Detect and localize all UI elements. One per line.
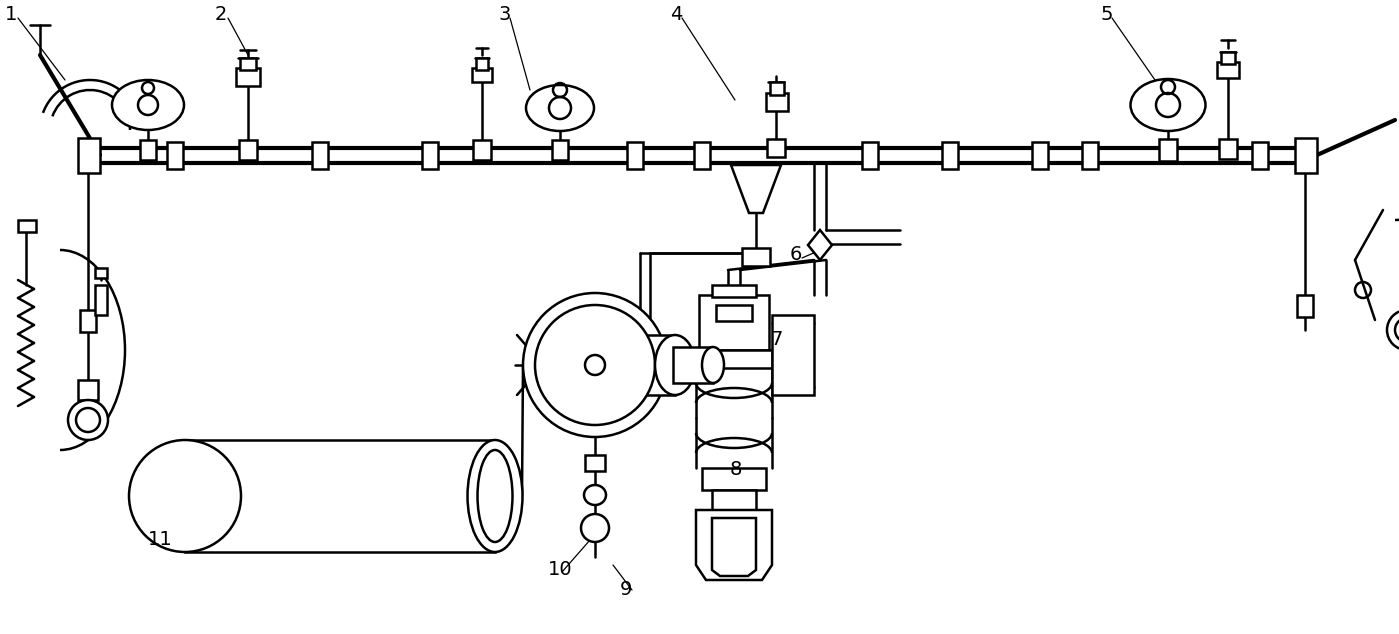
Bar	[694, 142, 711, 169]
Bar	[239, 140, 257, 160]
Bar	[140, 140, 157, 160]
Bar	[862, 142, 879, 169]
Bar	[942, 142, 958, 169]
Polygon shape	[809, 230, 832, 260]
Bar	[1252, 142, 1267, 169]
Bar	[627, 142, 644, 169]
Bar	[1295, 138, 1316, 173]
Bar	[741, 248, 769, 266]
Bar	[772, 315, 814, 395]
Circle shape	[534, 305, 655, 425]
Bar	[78, 138, 99, 173]
Bar	[767, 139, 785, 157]
Bar	[80, 310, 97, 332]
Bar	[1158, 139, 1177, 161]
Polygon shape	[712, 518, 755, 576]
Bar	[1217, 62, 1240, 78]
Bar	[422, 142, 438, 169]
Text: 2: 2	[215, 5, 228, 24]
Bar	[18, 220, 36, 232]
Text: 3: 3	[498, 5, 511, 24]
Bar	[78, 380, 98, 400]
Ellipse shape	[702, 347, 725, 383]
Bar	[473, 140, 491, 160]
Text: 9: 9	[620, 580, 632, 599]
Bar	[767, 93, 788, 111]
Polygon shape	[732, 165, 781, 213]
Bar	[712, 285, 755, 297]
Bar	[702, 468, 767, 490]
Bar	[185, 440, 495, 552]
Circle shape	[581, 514, 609, 542]
Bar	[716, 305, 753, 321]
Text: 4: 4	[670, 5, 683, 24]
Bar	[695, 350, 772, 368]
Text: 10: 10	[548, 560, 572, 579]
Ellipse shape	[129, 440, 241, 552]
Bar	[553, 140, 568, 160]
Circle shape	[1386, 310, 1399, 350]
Circle shape	[69, 400, 108, 440]
Bar	[712, 490, 755, 510]
Ellipse shape	[526, 85, 595, 131]
Bar	[166, 142, 183, 169]
Text: 7: 7	[769, 330, 782, 349]
Ellipse shape	[583, 485, 606, 505]
Bar	[595, 335, 674, 395]
Ellipse shape	[467, 440, 522, 552]
Bar	[1297, 295, 1314, 317]
Text: 5: 5	[1100, 5, 1112, 24]
Ellipse shape	[1130, 79, 1206, 131]
Bar	[700, 295, 769, 350]
Bar	[1081, 142, 1098, 169]
Bar	[236, 68, 260, 86]
Bar	[1221, 52, 1235, 64]
Text: 1: 1	[6, 5, 17, 24]
Ellipse shape	[112, 80, 185, 130]
Ellipse shape	[655, 335, 695, 395]
Ellipse shape	[477, 450, 512, 542]
Text: 8: 8	[730, 460, 743, 479]
Bar	[312, 142, 327, 169]
Bar	[769, 82, 783, 95]
Bar	[585, 455, 604, 471]
Bar	[95, 285, 106, 315]
Text: 6: 6	[790, 245, 803, 264]
Circle shape	[523, 293, 667, 437]
Bar	[471, 68, 492, 82]
Text: 11: 11	[148, 530, 172, 549]
Bar	[476, 58, 488, 70]
Bar	[1219, 139, 1237, 159]
Bar	[1032, 142, 1048, 169]
Bar	[95, 268, 106, 278]
Polygon shape	[695, 510, 772, 580]
Bar	[241, 58, 256, 70]
Bar	[673, 347, 713, 383]
